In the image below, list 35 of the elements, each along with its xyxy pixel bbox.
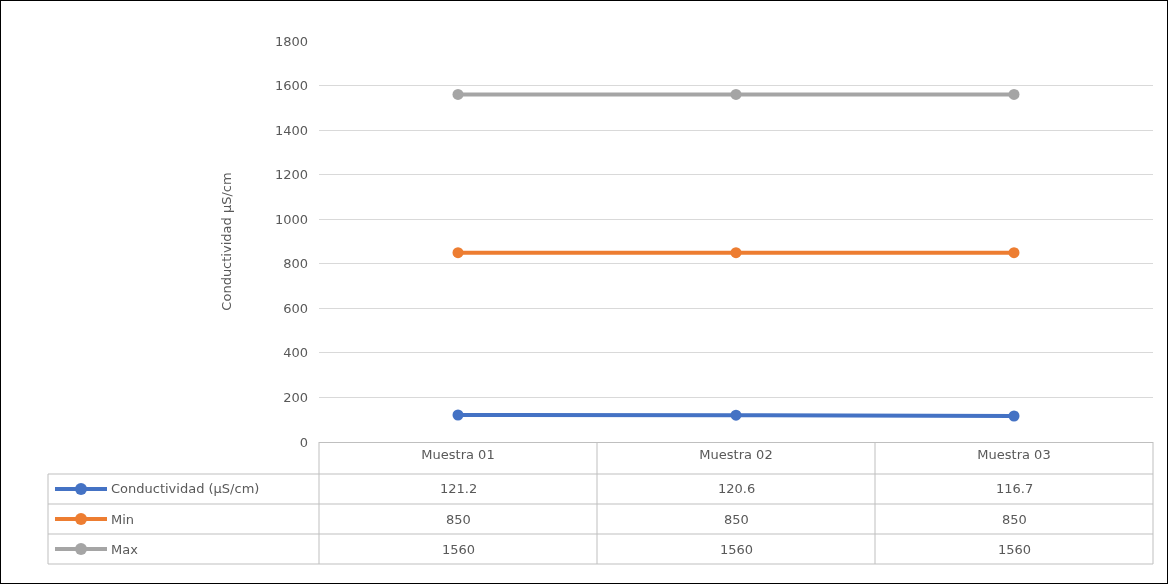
x-tick-label: Muestra 01: [421, 446, 495, 462]
y-tick-label: 1200: [274, 167, 308, 183]
y-tick-label: 800: [283, 256, 308, 272]
point: [1008, 247, 1020, 259]
data-label: 116.7: [996, 481, 1034, 496]
y-tick-label: 1400: [274, 122, 308, 138]
x-tick-label: Muestra 02: [699, 446, 773, 462]
y-tick-label: 600: [283, 300, 308, 316]
y-tick-label: 1600: [274, 78, 308, 94]
data-label: 120.6: [718, 481, 756, 496]
data-label: 1560: [998, 542, 1032, 557]
y-tick-label: 0: [299, 434, 308, 450]
data-label: 121.2: [440, 481, 478, 496]
data-label: 850: [446, 512, 471, 527]
legend-label: Max: [111, 542, 139, 557]
y-tick-label: 1000: [274, 211, 308, 227]
data-label: 850: [724, 512, 749, 527]
point: [452, 247, 464, 259]
point: [452, 409, 464, 421]
data-label: 1560: [442, 542, 476, 557]
data-label: 1560: [720, 542, 754, 557]
y-tick-label: 400: [283, 345, 308, 361]
point: [730, 247, 742, 259]
point: [452, 88, 464, 100]
x-tick-label: Muestra 03: [977, 446, 1051, 462]
point: [730, 88, 742, 100]
point: [1008, 88, 1020, 100]
legend-label: Conductividad (µS/cm): [111, 481, 260, 496]
point: [1008, 410, 1020, 422]
y-axis-title: Conductividad µS/cm: [218, 172, 234, 311]
data-label: 850: [1002, 512, 1027, 527]
legend-label: Min: [111, 512, 135, 527]
point: [730, 409, 742, 421]
y-tick-label: 200: [283, 389, 308, 405]
y-tick-label: 1800: [274, 33, 308, 49]
